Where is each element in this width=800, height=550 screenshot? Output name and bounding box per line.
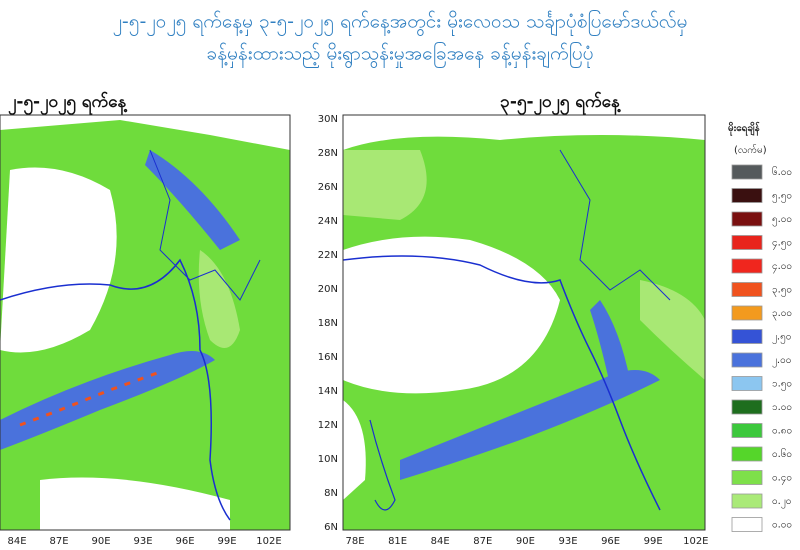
legend-swatch	[731, 399, 763, 415]
legend-swatch	[731, 423, 763, 438]
y-axis-label: 18N	[318, 318, 338, 329]
legend-swatch	[731, 376, 763, 391]
x-axis-label: 90E	[516, 536, 535, 547]
y-axis-label: 22N	[318, 250, 338, 261]
legend-swatch	[731, 211, 763, 227]
legend-swatch	[731, 493, 763, 509]
legend-label: ၃.၅၀	[772, 285, 792, 298]
legend-label: ၅.၀၀	[772, 214, 792, 227]
legend-swatch	[731, 188, 763, 203]
y-axis-label: 26N	[318, 182, 338, 193]
legend-label: ၀.၆၀	[772, 447, 792, 460]
rain-map-left	[0, 115, 290, 530]
x-axis-label: 84E	[431, 536, 450, 547]
y-axis-label: 6N	[324, 522, 338, 533]
legend-label: ၁.၀၀	[772, 402, 792, 413]
legend-label: ၅.၅၀	[772, 191, 792, 204]
title-line-2: ခန့်မှန်းထားသည့် မိုးရွာသွန်းမှုအခြေအနေ …	[207, 41, 594, 69]
title-line-1: ၂-၅-၂၀၂၅ ရက်နေ့မှ ၃-၅-၂၀၂၅ ရက်နေ့အတွင်း …	[113, 9, 688, 37]
y-axis-label: 30N	[318, 114, 338, 125]
legend-label: ၃.၀၀	[772, 308, 792, 321]
x-axis-label: 84E	[7, 536, 26, 547]
x-axis-label: 81E	[388, 536, 407, 547]
y-axis-label: 28N	[318, 148, 338, 159]
legend-swatch	[731, 282, 763, 297]
x-axis-label: 102E	[256, 536, 281, 547]
map-title: ၃-၅-၂၀၂၅ ရက်နေ့	[500, 91, 621, 116]
x-axis-label: 96E	[601, 536, 620, 547]
y-axis-label: 8N	[324, 488, 338, 499]
y-axis-label: 16N	[318, 352, 338, 363]
x-axis-label: 99E	[217, 536, 236, 547]
legend-label: ၄.၀၀	[772, 261, 792, 274]
x-axis-label: 78E	[345, 536, 364, 547]
map-title: ၂-၅-၂၀၂၅ ရက်နေ့	[8, 91, 128, 116]
x-axis-label: 87E	[49, 536, 68, 547]
legend-unit: (လက်မ)	[734, 143, 767, 156]
x-axis-label: 96E	[175, 536, 194, 547]
legend-swatch	[731, 446, 763, 462]
x-axis-label: 90E	[91, 536, 110, 547]
legend-swatch	[731, 517, 763, 532]
y-axis-label: 20N	[318, 284, 338, 295]
legend-swatch	[731, 352, 763, 368]
legend-swatch	[731, 470, 763, 485]
legend-label: ၆.၀၀	[772, 165, 792, 178]
legend-label: ၁.၅၀	[772, 379, 792, 392]
legend-title: မိုးရေချိန်	[728, 121, 760, 137]
y-axis-label: 10N	[318, 454, 338, 465]
y-axis-label: 12N	[318, 420, 338, 431]
legend-swatch	[731, 164, 763, 180]
legend-label: ၂.၀၀	[772, 355, 791, 368]
legend-swatch	[731, 329, 763, 344]
rain-map-right	[343, 115, 705, 530]
legend-label: ၄.၅၀	[772, 238, 792, 251]
x-axis-label: 87E	[473, 536, 492, 547]
y-axis-label: 24N	[318, 216, 338, 227]
map-frame	[342, 114, 706, 531]
map-frame	[0, 114, 291, 531]
legend-swatch	[731, 305, 763, 321]
y-axis-label: 14N	[318, 386, 338, 397]
x-axis-label: 99E	[644, 536, 663, 547]
legend-label: ၀.၀၀	[772, 520, 792, 531]
x-axis-label: 93E	[558, 536, 577, 547]
legend-swatch	[731, 235, 763, 250]
x-axis-label: 93E	[133, 536, 152, 547]
x-axis-label: 102E	[683, 536, 708, 547]
legend-label: ၀.၂၀	[772, 496, 791, 509]
legend-swatch	[731, 258, 763, 274]
legend-label: ၀.၄၀	[772, 473, 792, 486]
legend-label: ၂.၅၀	[772, 332, 791, 345]
legend-label: ၀.၈၀	[772, 426, 792, 437]
